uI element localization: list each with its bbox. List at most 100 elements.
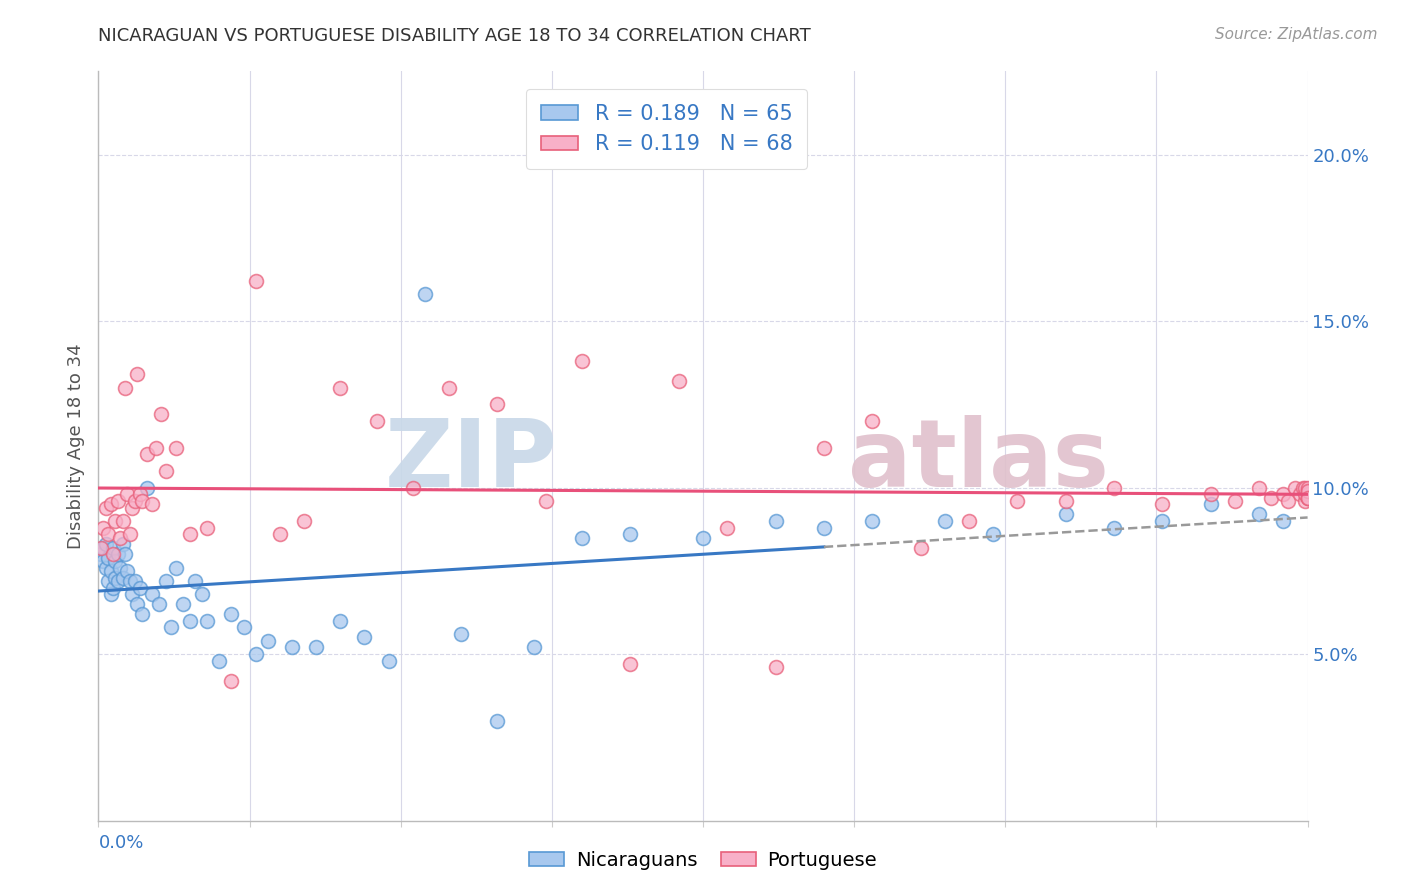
Point bbox=[97, 574, 120, 588]
Point bbox=[94, 537, 117, 551]
Point bbox=[860, 414, 883, 428]
Point bbox=[127, 368, 149, 382]
Point bbox=[571, 531, 593, 545]
Point bbox=[366, 414, 388, 428]
Point bbox=[486, 397, 509, 411]
Point bbox=[1199, 497, 1222, 511]
Point bbox=[1296, 491, 1319, 505]
Point bbox=[1054, 508, 1077, 522]
Point bbox=[118, 527, 141, 541]
Point bbox=[104, 554, 127, 568]
Point bbox=[813, 441, 835, 455]
Point bbox=[329, 381, 352, 395]
Point bbox=[97, 550, 120, 565]
Point bbox=[1284, 481, 1306, 495]
Point bbox=[121, 587, 143, 601]
Point bbox=[145, 441, 167, 455]
Point bbox=[184, 574, 207, 588]
Point bbox=[100, 587, 122, 601]
Point bbox=[1223, 494, 1246, 508]
Point bbox=[486, 714, 509, 728]
Point bbox=[1199, 487, 1222, 501]
Point bbox=[1054, 494, 1077, 508]
Point bbox=[765, 660, 787, 674]
Point bbox=[1294, 494, 1316, 508]
Point bbox=[668, 374, 690, 388]
Point bbox=[619, 527, 641, 541]
Point bbox=[256, 633, 278, 648]
Point bbox=[1152, 514, 1174, 528]
Text: 0.0%: 0.0% bbox=[98, 834, 143, 852]
Point bbox=[179, 527, 201, 541]
Point bbox=[107, 547, 129, 561]
Point bbox=[377, 654, 399, 668]
Point bbox=[91, 520, 114, 534]
Point bbox=[1289, 487, 1312, 501]
Point bbox=[90, 541, 112, 555]
Point bbox=[128, 581, 150, 595]
Point bbox=[121, 500, 143, 515]
Point bbox=[172, 597, 194, 611]
Point bbox=[104, 514, 127, 528]
Point bbox=[150, 408, 173, 422]
Point bbox=[165, 560, 187, 574]
Point bbox=[131, 494, 153, 508]
Point bbox=[1007, 494, 1029, 508]
Point bbox=[141, 497, 163, 511]
Point bbox=[1152, 497, 1174, 511]
Point bbox=[208, 654, 231, 668]
Legend: R = 0.189   N = 65, R = 0.119   N = 68: R = 0.189 N = 65, R = 0.119 N = 68 bbox=[526, 89, 807, 169]
Point bbox=[1277, 494, 1299, 508]
Point bbox=[191, 587, 214, 601]
Point bbox=[179, 614, 201, 628]
Point bbox=[94, 560, 117, 574]
Point bbox=[1272, 487, 1295, 501]
Point bbox=[765, 514, 787, 528]
Point bbox=[860, 514, 883, 528]
Point bbox=[1296, 491, 1319, 505]
Point bbox=[104, 570, 127, 584]
Point bbox=[232, 620, 254, 634]
Point bbox=[1296, 481, 1319, 495]
Point bbox=[981, 527, 1004, 541]
Point bbox=[221, 607, 243, 622]
Point bbox=[148, 597, 170, 611]
Legend: Nicaraguans, Portuguese: Nicaraguans, Portuguese bbox=[522, 843, 884, 878]
Point bbox=[413, 287, 436, 301]
Point bbox=[910, 541, 932, 555]
Point bbox=[124, 494, 146, 508]
Point bbox=[155, 574, 177, 588]
Point bbox=[100, 564, 122, 578]
Point bbox=[329, 614, 352, 628]
Point bbox=[1294, 481, 1316, 495]
Point bbox=[1260, 491, 1282, 505]
Point bbox=[128, 487, 150, 501]
Point bbox=[165, 441, 187, 455]
Point bbox=[101, 581, 124, 595]
Point bbox=[101, 541, 124, 555]
Point bbox=[1296, 487, 1319, 501]
Point bbox=[1296, 483, 1319, 498]
Point bbox=[957, 514, 980, 528]
Point bbox=[534, 494, 557, 508]
Point bbox=[107, 574, 129, 588]
Point bbox=[127, 597, 149, 611]
Point bbox=[118, 574, 141, 588]
Point bbox=[353, 631, 375, 645]
Point bbox=[292, 514, 315, 528]
Point bbox=[100, 497, 122, 511]
Point bbox=[1102, 481, 1125, 495]
Text: NICARAGUAN VS PORTUGUESE DISABILITY AGE 18 TO 34 CORRELATION CHART: NICARAGUAN VS PORTUGUESE DISABILITY AGE … bbox=[98, 27, 811, 45]
Point bbox=[131, 607, 153, 622]
Point bbox=[107, 494, 129, 508]
Point bbox=[619, 657, 641, 672]
Point bbox=[117, 564, 139, 578]
Point bbox=[124, 574, 146, 588]
Point bbox=[111, 570, 134, 584]
Point bbox=[305, 640, 328, 655]
Point bbox=[437, 381, 460, 395]
Point bbox=[269, 527, 291, 541]
Point bbox=[195, 614, 218, 628]
Point bbox=[450, 627, 472, 641]
Point bbox=[141, 587, 163, 601]
